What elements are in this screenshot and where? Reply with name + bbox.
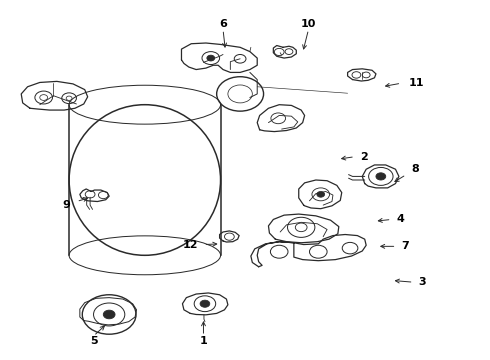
Text: 1: 1: [199, 336, 207, 346]
Text: 6: 6: [219, 19, 227, 29]
Text: 9: 9: [63, 200, 71, 210]
Ellipse shape: [376, 173, 386, 180]
Text: 5: 5: [90, 336, 98, 346]
Text: 8: 8: [411, 164, 419, 174]
Text: 11: 11: [409, 78, 424, 88]
Text: 12: 12: [183, 239, 198, 249]
Ellipse shape: [200, 300, 210, 307]
Ellipse shape: [103, 310, 115, 319]
Ellipse shape: [207, 55, 215, 61]
Text: 3: 3: [418, 277, 426, 287]
Text: 7: 7: [401, 241, 409, 251]
Ellipse shape: [317, 192, 325, 197]
Text: 10: 10: [301, 19, 316, 29]
Text: 4: 4: [396, 215, 404, 224]
Text: 2: 2: [360, 152, 368, 162]
